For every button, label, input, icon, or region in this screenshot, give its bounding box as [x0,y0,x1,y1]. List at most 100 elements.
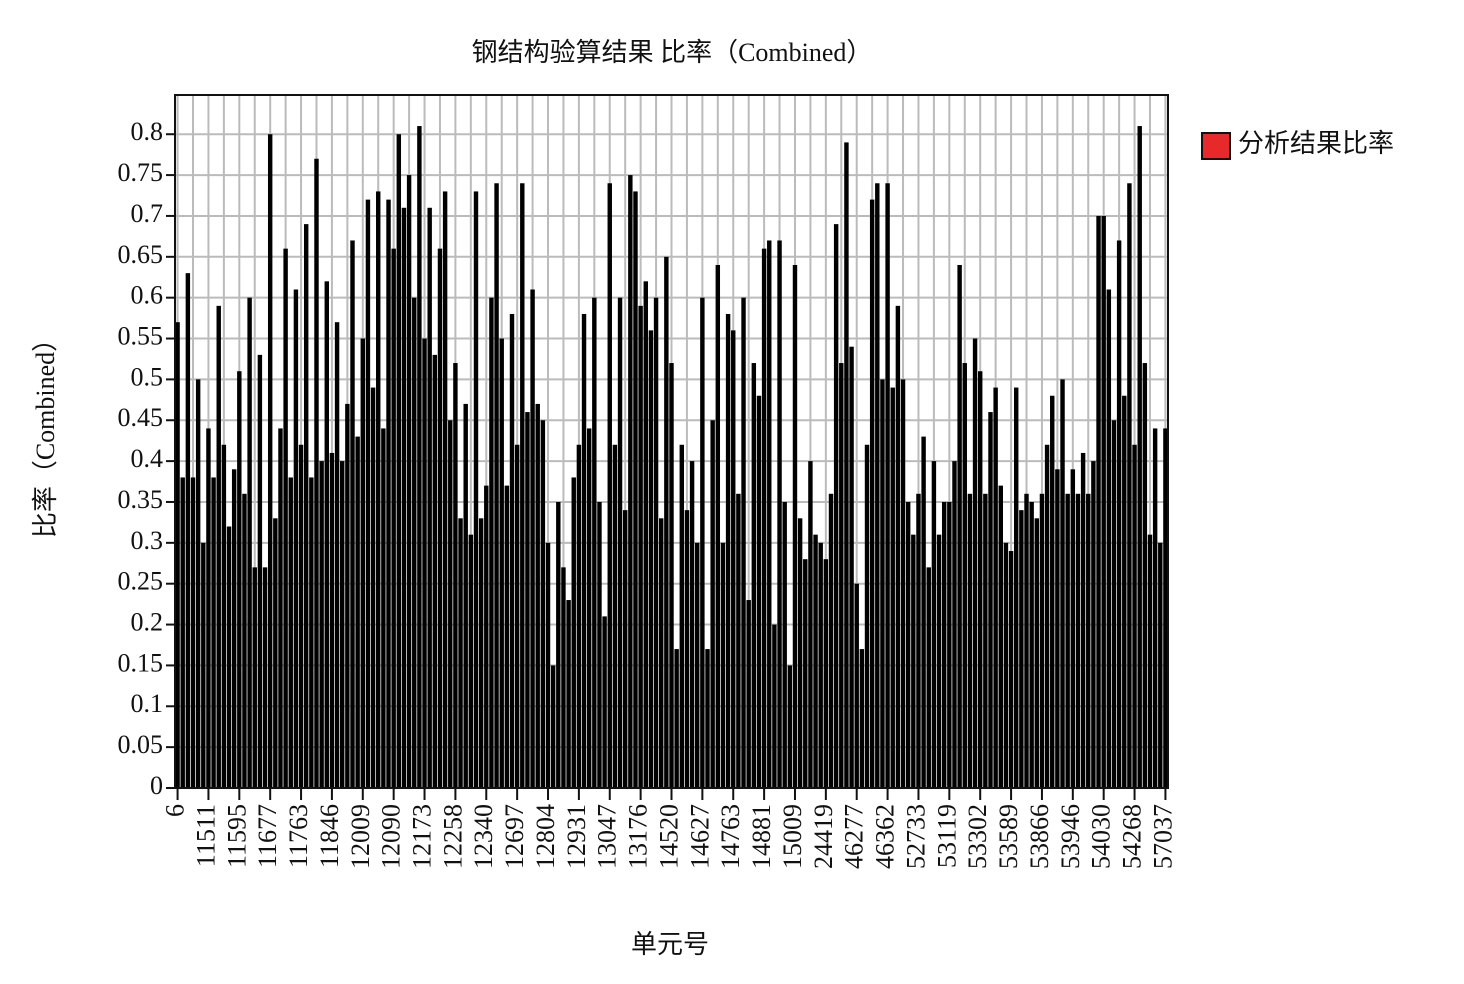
bar [412,297,417,788]
bar [972,338,978,788]
x-tick-label: 11595 [222,804,251,868]
bar [355,436,360,788]
bar [319,461,324,788]
y-tick-label: 0.2 [131,608,164,637]
bar [566,600,571,788]
bar [1106,289,1112,788]
bar [1014,387,1019,788]
x-tick-label: 53302 [963,804,992,869]
y-tick-label: 0.55 [118,321,164,350]
bar [859,649,865,788]
bar [1034,518,1040,788]
y-tick-label: 0.15 [118,648,164,677]
bar [1060,379,1065,788]
x-tick-label: 15009 [778,804,807,869]
bar [206,428,211,788]
bar [391,248,396,789]
bar [484,485,489,788]
bar [916,493,921,788]
bar [520,183,525,789]
bar [823,559,829,788]
bar [957,264,962,788]
bar [422,338,427,788]
bar [1091,461,1096,788]
bar [731,330,736,788]
bar [273,518,278,788]
bar [499,338,504,788]
bar [931,461,937,788]
x-tick-label: 12090 [377,804,406,869]
bar [216,305,221,788]
bar [334,322,340,788]
bar [797,518,803,788]
bar [952,461,957,788]
y-tick-label: 0.1 [131,689,164,718]
bar [201,542,206,788]
bar [597,501,602,788]
bar [545,542,551,788]
x-tick-label: 53946 [1056,804,1085,869]
bar [751,363,757,788]
bar [442,191,448,788]
y-tick-label: 0.7 [131,199,164,228]
x-tick-label: 46277 [840,804,869,869]
bar [725,314,731,788]
x-tick-label: 46362 [871,804,900,869]
bar [767,240,772,789]
bar [448,420,453,788]
bar [257,354,263,788]
bar [787,665,793,788]
bar [180,477,185,788]
x-tick-label: 14881 [747,804,776,869]
bar [772,624,777,788]
bar [1080,452,1086,788]
bar [741,297,746,788]
x-tick-label: 6 [161,804,190,817]
bar [844,142,849,789]
bar [648,330,654,788]
bar [586,428,592,788]
bar [1158,542,1163,788]
bar [628,175,633,788]
bar [720,542,726,788]
bar [324,281,329,788]
y-tick-label: 0.75 [118,158,164,187]
bar [833,224,839,788]
bar [1039,493,1045,788]
bar [525,412,530,788]
bar [998,485,1003,788]
bar [576,444,582,788]
x-tick-label: 11846 [315,804,344,868]
bar [633,191,638,788]
bar [252,567,257,788]
x-tick-label: 14520 [654,804,683,869]
bar [900,379,906,788]
bar [803,559,808,788]
bar [396,134,402,788]
bar [550,665,556,788]
y-tick-label: 0.05 [118,730,164,759]
bar [489,297,494,788]
bar [406,175,412,788]
bar [175,322,180,788]
bar [1122,395,1127,788]
bar [653,297,659,788]
bar [715,264,721,788]
bar [695,542,700,788]
bar [875,183,880,789]
bar [530,289,535,788]
bar [432,354,438,788]
bar [761,248,767,789]
bar [211,477,216,788]
x-tick-label: 52733 [901,804,930,869]
bar [777,240,782,789]
bar [864,444,870,788]
bar [746,600,751,788]
bar [1024,493,1029,788]
bar [242,493,247,788]
bar [494,183,499,789]
x-tick-label: 12804 [531,804,560,869]
x-tick-label: 24419 [809,804,838,869]
bar [468,534,474,788]
